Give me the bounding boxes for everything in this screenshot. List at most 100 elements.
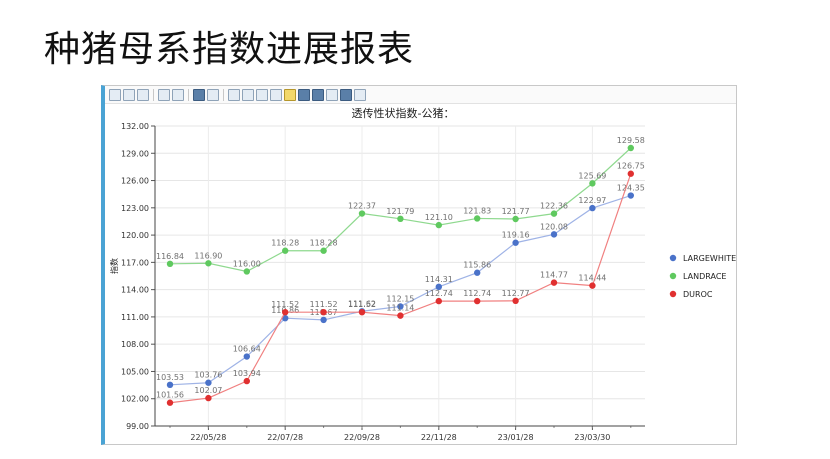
data-point	[435, 221, 442, 229]
y-tick-label: 99.00	[126, 422, 149, 431]
settings-icon[interactable]	[354, 88, 366, 101]
palette-icon[interactable]	[172, 88, 184, 101]
chart-title: 透传性状指数-公猪：	[352, 106, 455, 120]
data-label: 122.97	[578, 196, 606, 205]
copy-icon[interactable]	[123, 88, 135, 101]
data-point	[397, 312, 404, 319]
data-label: 126.75	[617, 162, 645, 171]
y-tick-label: 102.00	[121, 395, 149, 404]
toolbar-separator	[153, 88, 154, 101]
axes: 99.00 102.00 105.00 108.00 111.00 114.00 117.0…	[121, 122, 645, 442]
data-label: 114.44	[578, 274, 606, 283]
pointer-icon[interactable]	[193, 88, 205, 101]
y-tick-label: 132.00	[121, 122, 149, 131]
data-label: 112.15	[386, 294, 414, 303]
data-label: 115.86	[463, 261, 491, 270]
chart-type-icon[interactable]	[158, 88, 170, 101]
print-icon[interactable]	[137, 88, 149, 101]
legend-label: DUROC	[683, 290, 713, 299]
data-label: 129.58	[617, 136, 645, 145]
data-point	[282, 308, 289, 316]
x-tick-label: 23/01/28	[498, 433, 534, 442]
data-point	[320, 308, 327, 316]
y-axis-label: 指数	[109, 258, 119, 274]
data-point	[474, 297, 481, 305]
data-point	[320, 247, 327, 254]
y-tick-label: 117.00	[121, 258, 149, 267]
data-label: 121.83	[463, 206, 491, 215]
data-label: 122.37	[348, 202, 376, 211]
data-label: 118.28	[310, 239, 338, 248]
pan-icon[interactable]	[242, 88, 254, 101]
table-icon[interactable]	[326, 88, 338, 101]
data-label: 125.69	[578, 171, 606, 180]
chart-panel: 透传性状指数-公猪： 指数 99.00 102.00 105.00 108.00 111…	[101, 85, 737, 445]
data-label: 121.79	[386, 207, 414, 216]
data-point	[282, 314, 289, 322]
data-label: 119.16	[502, 231, 530, 240]
data-label: 103.53	[156, 373, 184, 382]
x-tick-label: 22/11/28	[421, 433, 457, 442]
legend-marker	[669, 290, 677, 298]
data-label: 114.77	[540, 271, 568, 280]
data-point	[512, 297, 519, 305]
data-label: 111.52	[271, 300, 299, 309]
data-point	[282, 247, 289, 254]
y-tick-label: 129.00	[121, 149, 149, 158]
data-label: 111.52	[348, 300, 376, 309]
data-point	[205, 260, 212, 267]
data-label: 121.10	[425, 213, 453, 222]
labels-icon[interactable]	[298, 88, 310, 101]
data-point	[358, 308, 366, 316]
data-label: 111.62	[348, 299, 376, 308]
data-label: 111.52	[310, 300, 338, 309]
series-landrace: 116.84 116.90 116.00 118.28 118.28 122.37 121.…	[156, 136, 645, 275]
grid-icon[interactable]	[312, 88, 324, 101]
zoom-icon[interactable]	[207, 88, 219, 101]
data-point	[397, 303, 404, 310]
data-label: 101.56	[156, 391, 184, 400]
toolbar-separator	[188, 88, 189, 101]
data-label: 112.74	[425, 289, 453, 298]
export-icon[interactable]	[109, 88, 121, 101]
y-tick-label: 111.00	[121, 313, 149, 322]
legend-marker	[669, 272, 677, 280]
y-tick-label: 120.00	[121, 231, 149, 240]
legend-label: LARGEWHITE	[683, 254, 736, 263]
x-tick-label: 22/05/28	[190, 433, 226, 442]
data-point	[435, 283, 442, 291]
data-label: 118.28	[271, 239, 299, 248]
data-point	[166, 399, 174, 406]
data-point	[474, 215, 481, 222]
data-point	[243, 268, 250, 275]
data-point	[243, 353, 250, 360]
data-point	[435, 297, 442, 305]
data-label: 121.77	[502, 207, 530, 216]
data-point	[512, 239, 519, 246]
x-tick-label: 22/09/28	[344, 433, 380, 442]
data-label: 116.00	[233, 259, 261, 268]
data-label: 103.94	[233, 369, 261, 378]
series-group: 103.53103.76106.64110.86110.67111.62112.…	[156, 136, 645, 406]
data-point	[550, 279, 558, 286]
fit-icon[interactable]	[228, 88, 240, 101]
y-tick-label: 105.00	[121, 367, 149, 376]
data-label: 114.31	[425, 275, 453, 284]
data-label: 116.90	[194, 251, 222, 260]
rotate-icon[interactable]	[270, 88, 282, 101]
legend-label: LANDRACE	[683, 272, 726, 281]
line-chart: 透传性状指数-公猪： 指数 99.00 102.00 105.00 108.00 111…	[109, 106, 736, 442]
data-point	[205, 394, 212, 402]
data-point	[358, 210, 366, 217]
data-point	[589, 282, 596, 289]
list-icon[interactable]	[340, 88, 352, 101]
data-label: 106.64	[233, 345, 261, 354]
legend[interactable]: LARGEWHITE LANDRACE DUROC	[669, 254, 736, 299]
data-label: 111.14	[386, 304, 414, 313]
data-point	[589, 204, 596, 212]
y-tick-label: 123.00	[121, 204, 149, 213]
legend-icon[interactable]	[284, 88, 296, 101]
zoom-in-icon[interactable]	[256, 88, 268, 101]
data-point	[320, 316, 327, 324]
